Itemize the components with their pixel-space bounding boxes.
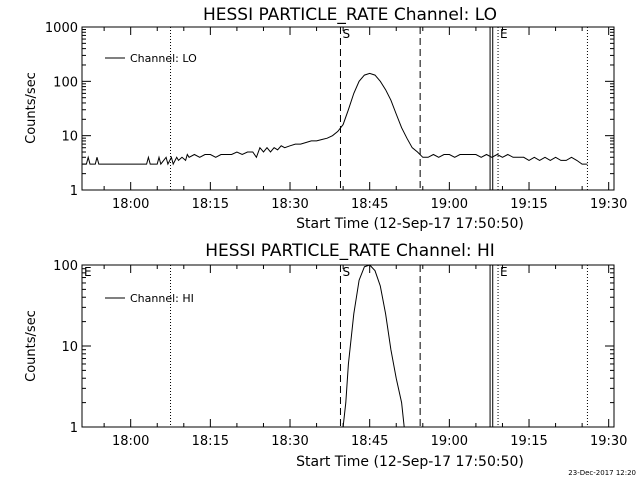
- lo-x-tick-label: 18:30: [271, 197, 308, 212]
- footer-timestamp: 23-Dec-2017 12:20: [568, 469, 636, 477]
- hi-y-tick-label: 100: [53, 259, 78, 274]
- hi-x-tick-label: 18:00: [112, 434, 149, 449]
- chart-hi-series-line: [342, 264, 405, 428]
- lo-y-tick-label: 100: [53, 75, 78, 90]
- chart-hi-frame: [81, 264, 615, 428]
- chart-lo-legend-label: Channel: LO: [130, 52, 197, 65]
- lo-y-tick-label: 10: [61, 130, 78, 145]
- chart-lo-series-line: [82, 72, 588, 166]
- lo-x-tick-label: 19:00: [431, 197, 468, 212]
- chart-lo-frame: [81, 26, 615, 191]
- chart-lo-xlabel: Start Time (12-Sep-17 17:50:50): [296, 216, 524, 232]
- chart-hi-x-axis: 18:00 18:15 18:30 18:45 19:00 19:15 19:30: [103, 265, 627, 449]
- hi-x-tick-label: 19:30: [590, 434, 627, 449]
- hi-x-tick-label: 18:30: [271, 434, 308, 449]
- lo-x-tick-label: 18:15: [192, 197, 229, 212]
- chart-lo-ylabel: Counts/sec: [24, 72, 39, 144]
- chart-lo-y-axis: 1 10 100 1000: [45, 21, 614, 199]
- lo-marker-label: E: [500, 27, 508, 41]
- hi-y-tick-label: 10: [61, 340, 78, 355]
- lo-x-tick-label: 18:45: [351, 197, 388, 212]
- chart-hi: HESSI PARTICLE_RATE Channel: HI 1 10 100 1…: [24, 241, 627, 470]
- hi-y-tick-label: 1: [70, 421, 78, 436]
- chart-hi-xlabel: Start Time (12-Sep-17 17:50:50): [296, 454, 524, 470]
- lo-marker-label: S: [342, 27, 350, 41]
- lo-x-tick-label: 19:15: [510, 197, 547, 212]
- hi-x-tick-label: 19:15: [510, 434, 547, 449]
- hi-x-tick-label: 19:00: [431, 434, 468, 449]
- chart-lo: HESSI PARTICLE_RATE Channel: LO 1 10 100 10…: [24, 5, 627, 232]
- hi-marker-label: E: [500, 265, 508, 279]
- hi-x-tick-label: 18:15: [192, 434, 229, 449]
- lo-x-tick-label: 18:00: [112, 197, 149, 212]
- chart-lo-x-axis: 18:00 18:15 18:30 18:45 19:00 19:15 19:30: [103, 27, 627, 212]
- chart-lo-title: HESSI PARTICLE_RATE Channel: LO: [203, 5, 497, 25]
- hi-marker-label: E: [84, 265, 92, 279]
- chart-hi-y-axis: 1 10 100: [53, 259, 614, 436]
- lo-y-tick-label: 1000: [45, 21, 78, 36]
- hi-x-tick-label: 18:45: [351, 434, 388, 449]
- chart-hi-ylabel: Counts/sec: [24, 310, 39, 382]
- hi-marker-label: S: [342, 265, 350, 279]
- chart-hi-title: HESSI PARTICLE_RATE Channel: HI: [205, 241, 495, 261]
- lo-x-tick-label: 19:30: [590, 197, 627, 212]
- lo-y-tick-label: 1: [70, 184, 78, 199]
- chart-hi-legend-label: Channel: HI: [130, 292, 194, 305]
